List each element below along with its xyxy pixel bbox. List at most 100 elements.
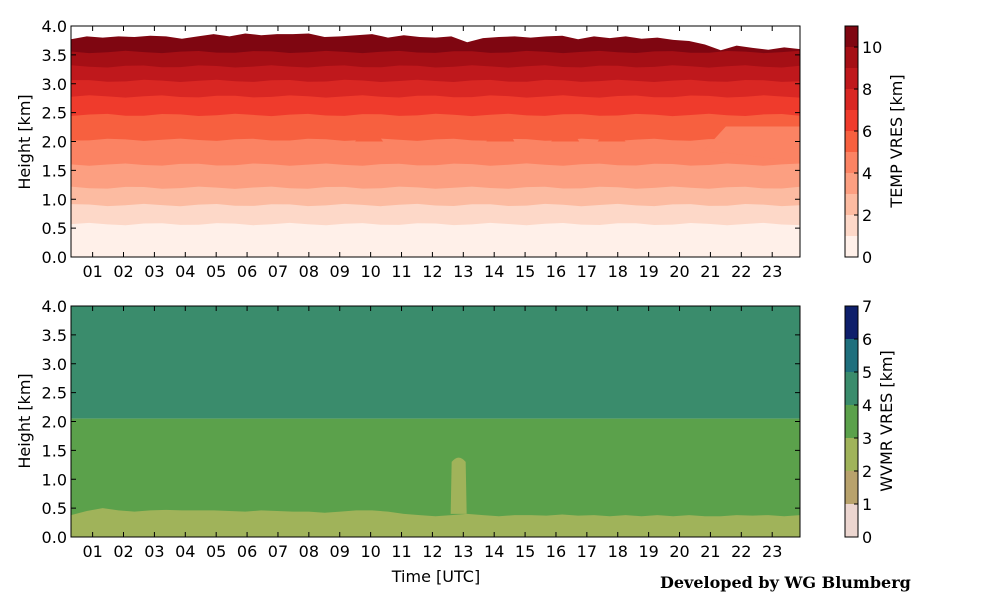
temp-colorbar-frame — [844, 25, 859, 258]
wvmr-colorbar-tick-label: 1 — [862, 495, 872, 514]
temp-x-tick-label: 20 — [669, 262, 689, 281]
wvmr-colorbar-tick-label: 7 — [862, 297, 872, 316]
temp-x-tick-label: 16 — [546, 262, 566, 281]
temp-feature-1 — [486, 128, 515, 142]
temp-colorbar-swatch — [845, 89, 858, 110]
wvmr-y-tick-label: 0.5 — [42, 499, 67, 518]
wvmr-x-axis: 01 02 03 04 05 06 07 08 09 10 11 12 13 14 15 16 17 18 19 20… — [82, 306, 782, 561]
wvmr-panel: 0.00.51.01.52.02.53.03.54.0 01 02 03 04 05 06… — [15, 297, 896, 586]
temp-x-tick-label: 18 — [608, 262, 628, 281]
credit-text: Developed by WG Blumberg — [660, 573, 911, 592]
temp-colorbar-tick-label: 10 — [862, 38, 882, 57]
temp-x-tick-label: 19 — [638, 262, 658, 281]
wvmr-x-tick-label: 19 — [638, 542, 658, 561]
temp-colorbar-swatch — [845, 215, 858, 236]
temp-x-tick-label: 22 — [731, 262, 751, 281]
temp-y-tick-label: 1.5 — [42, 161, 67, 180]
wvmr-colorbar-swatch — [845, 471, 858, 504]
temp-x-tick-label: 23 — [762, 262, 782, 281]
temp-x-tick-label: 02 — [113, 262, 133, 281]
wvmr-y-tick-label: 1.5 — [42, 441, 67, 460]
temp-y-tick-label: 1.0 — [42, 190, 67, 209]
temp-x-tick-label: 17 — [577, 262, 597, 281]
wvmr-x-tick-label: 17 — [577, 542, 597, 561]
wvmr-x-tick-label: 01 — [82, 542, 102, 561]
wvmr-y-axis-label: Height [km] — [15, 373, 34, 468]
temp-colorbar-swatch — [845, 26, 858, 47]
wvmr-colorbar-swatch — [845, 504, 858, 537]
wvmr-colorbar-tick-label: 0 — [862, 528, 872, 547]
temp-x-tick-label: 15 — [515, 262, 535, 281]
wvmr-x-tick-label: 04 — [175, 542, 195, 561]
temp-y-tick-label: 3.0 — [42, 75, 67, 94]
temp-feature-right — [704, 126, 800, 162]
wvmr-x-tick-label: 20 — [669, 542, 689, 561]
wvmr-colorbar-swatch — [845, 339, 858, 372]
wvmr-x-tick-label: 16 — [546, 542, 566, 561]
wvmr-colorbar: 0 1 2 3 4 5 6 7 — [844, 297, 872, 547]
temp-x-tick-label: 05 — [206, 262, 226, 281]
temp-y-axis: 0.0 0.5 1.0 1.5 2.0 2.5 3.0 3.5 4.0 — [42, 17, 800, 267]
temp-y-tick-label: 3.5 — [42, 46, 67, 65]
wvmr-x-tick-label: 07 — [268, 542, 288, 561]
wvmr-colorbar-swatch — [845, 306, 858, 339]
wvmr-x-tick-label: 10 — [360, 542, 380, 561]
temp-colorbar-tick-label: 0 — [862, 248, 872, 267]
wvmr-band-2 — [71, 508, 800, 537]
wvmr-y-axis: 0.0 0.5 1.0 1.5 2.0 2.5 3.0 3.5 4.0 — [42, 297, 800, 547]
temp-x-tick-label: 12 — [422, 262, 442, 281]
temp-x-tick-label: 07 — [268, 262, 288, 281]
temp-x-tick-label: 13 — [453, 262, 473, 281]
wvmr-x-tick-label: 09 — [330, 542, 350, 561]
wvmr-x-tick-label: 15 — [515, 542, 535, 561]
temp-x-tick-label: 21 — [700, 262, 720, 281]
temp-x-tick-label: 10 — [360, 262, 380, 281]
temp-x-tick-label: 01 — [82, 262, 102, 281]
temp-band-0 — [71, 222, 800, 257]
wvmr-y-tick-label: 2.5 — [42, 384, 67, 403]
wvmr-colorbar-swatch — [845, 372, 858, 405]
wvmr-colorbar-swatch — [845, 438, 858, 471]
temp-x-tick-label: 11 — [391, 262, 411, 281]
wvmr-x-tick-label: 11 — [391, 542, 411, 561]
wvmr-x-tick-label: 14 — [484, 542, 504, 561]
temp-colorbar-swatch — [845, 131, 858, 152]
temp-feature-0 — [355, 131, 384, 142]
temp-x-tick-label: 09 — [330, 262, 350, 281]
temp-y-tick-label: 0.0 — [42, 248, 67, 267]
wvmr-x-tick-label: 18 — [608, 542, 628, 561]
wvmr-colorbar-tick-label: 2 — [862, 462, 872, 481]
temp-colorbar-swatch — [845, 152, 858, 173]
temp-x-tick-label: 08 — [299, 262, 319, 281]
wvmr-colorbar-tick-label: 3 — [862, 429, 872, 448]
wvmr-x-tick-label: 08 — [299, 542, 319, 561]
wvmr-y-tick-label: 1.0 — [42, 470, 67, 489]
temp-feature-3 — [597, 132, 626, 142]
wvmr-colorbar-tick-label: 4 — [862, 396, 872, 415]
temp-y-tick-label: 2.5 — [42, 104, 67, 123]
temp-y-tick-label: 0.5 — [42, 219, 67, 238]
temp-colorbar-swatch — [845, 110, 858, 131]
temp-colorbar-swatch — [845, 47, 858, 68]
temp-colorbar-tick-label: 2 — [862, 206, 872, 225]
wvmr-y-tick-label: 2.0 — [42, 413, 67, 432]
temp-x-tick-label: 06 — [237, 262, 257, 281]
temp-colorbar-swatch — [845, 194, 858, 215]
temp-x-tick-label: 04 — [175, 262, 195, 281]
temp-colorbar: 0 2 4 6 8 10 — [844, 25, 882, 267]
temp-panel: 0.00.51.01.52.02.53.03.54.0 01 02 03 04 05 06… — [15, 17, 906, 281]
wvmr-x-tick-label: 13 — [453, 542, 473, 561]
temp-colorbar-label: TEMP VRES [km] — [887, 74, 906, 208]
wvmr-colorbar-tick-label: 6 — [862, 330, 872, 349]
wvmr-band-4 — [71, 306, 800, 419]
wvmr-y-tick-label: 3.5 — [42, 326, 67, 345]
temp-feature-2 — [551, 129, 580, 142]
temp-colorbar-tick-label: 6 — [862, 122, 872, 141]
temp-y-tick-label: 2.0 — [42, 133, 67, 152]
wvmr-x-axis-label: Time [UTC] — [391, 567, 480, 586]
temp-colorbar-swatch — [845, 236, 858, 257]
temp-colorbar-swatch — [845, 173, 858, 194]
temp-colorbar-tick-label: 8 — [862, 80, 872, 99]
wvmr-colorbar-swatch — [845, 405, 858, 438]
wvmr-spike — [450, 457, 467, 514]
